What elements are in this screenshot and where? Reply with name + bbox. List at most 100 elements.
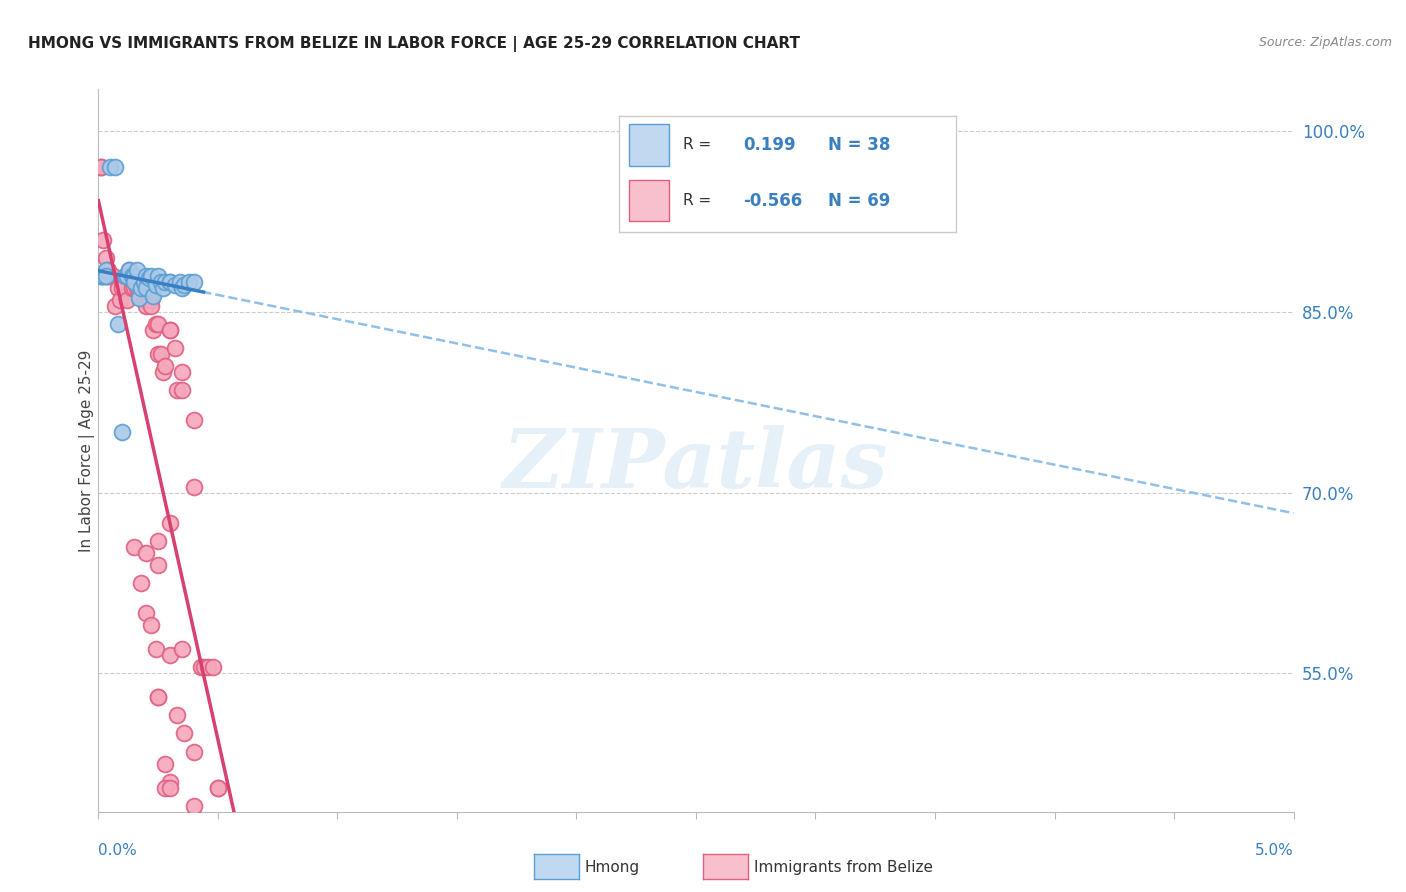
- Text: 0.199: 0.199: [744, 136, 796, 154]
- Point: [104, 161, 127, 175]
- Point: [91, 268, 114, 283]
- Point: [135, 281, 157, 295]
- Point: [183, 798, 205, 813]
- Point: [142, 289, 165, 303]
- Text: -0.566: -0.566: [744, 192, 803, 210]
- Point: [166, 708, 188, 723]
- Point: [115, 268, 138, 283]
- Point: [183, 413, 205, 427]
- Point: [148, 690, 170, 705]
- Text: R =: R =: [683, 193, 711, 208]
- Point: [148, 317, 170, 331]
- Point: [173, 278, 195, 293]
- Point: [94, 251, 117, 265]
- Point: [183, 744, 205, 758]
- Point: [124, 275, 146, 289]
- Text: N = 38: N = 38: [828, 136, 890, 154]
- Point: [121, 281, 143, 295]
- Point: [132, 275, 155, 289]
- Point: [159, 774, 181, 789]
- Point: [207, 780, 229, 795]
- Point: [121, 268, 143, 283]
- Point: [107, 317, 129, 331]
- Point: [135, 299, 157, 313]
- Point: [118, 262, 141, 277]
- Point: [101, 268, 124, 283]
- Point: [145, 642, 167, 657]
- Point: [163, 341, 186, 355]
- Point: [159, 323, 181, 337]
- Point: [159, 780, 181, 795]
- Text: 0.0%: 0.0%: [98, 843, 138, 858]
- Point: [173, 726, 195, 740]
- Point: [202, 660, 225, 674]
- Point: [131, 281, 153, 295]
- Point: [131, 281, 153, 295]
- Point: [155, 756, 177, 771]
- Point: [97, 268, 120, 283]
- Point: [128, 286, 150, 301]
- Point: [172, 365, 194, 379]
- Point: [148, 558, 170, 572]
- Point: [138, 271, 160, 285]
- Point: [148, 690, 170, 705]
- Point: [152, 281, 174, 295]
- Point: [139, 299, 162, 313]
- Text: Source: ZipAtlas.com: Source: ZipAtlas.com: [1258, 36, 1392, 49]
- Point: [124, 281, 146, 295]
- Point: [166, 383, 188, 397]
- Point: [114, 268, 136, 283]
- Point: [148, 268, 170, 283]
- Point: [111, 281, 134, 295]
- Point: [97, 262, 120, 277]
- Point: [159, 275, 181, 289]
- Point: [159, 516, 181, 530]
- Point: [145, 317, 167, 331]
- Y-axis label: In Labor Force | Age 25-29: In Labor Force | Age 25-29: [79, 350, 96, 551]
- Point: [139, 618, 162, 632]
- Point: [142, 323, 165, 337]
- Point: [125, 281, 148, 295]
- Point: [124, 268, 146, 283]
- Text: N = 69: N = 69: [828, 192, 890, 210]
- Point: [98, 161, 122, 175]
- Point: [135, 546, 157, 560]
- Text: HMONG VS IMMIGRANTS FROM BELIZE IN LABOR FORCE | AGE 25-29 CORRELATION CHART: HMONG VS IMMIGRANTS FROM BELIZE IN LABOR…: [28, 36, 800, 52]
- Point: [124, 540, 146, 554]
- Point: [149, 275, 172, 289]
- Point: [183, 275, 205, 289]
- Point: [90, 268, 112, 283]
- Point: [148, 533, 170, 548]
- Point: [91, 233, 114, 247]
- Text: Immigrants from Belize: Immigrants from Belize: [754, 860, 932, 874]
- Point: [197, 660, 219, 674]
- Point: [125, 262, 148, 277]
- Point: [94, 262, 117, 277]
- Point: [111, 275, 134, 289]
- Point: [104, 299, 127, 313]
- Point: [91, 268, 114, 283]
- Point: [90, 161, 112, 175]
- Point: [131, 576, 153, 591]
- Point: [149, 347, 172, 361]
- Text: R =: R =: [683, 137, 711, 153]
- Point: [183, 480, 205, 494]
- Point: [193, 660, 215, 674]
- Point: [207, 780, 229, 795]
- Point: [132, 293, 155, 307]
- Point: [98, 268, 122, 283]
- Point: [155, 780, 177, 795]
- Text: 5.0%: 5.0%: [1254, 843, 1294, 858]
- Point: [152, 365, 174, 379]
- Point: [155, 359, 177, 373]
- Point: [169, 275, 191, 289]
- Point: [94, 268, 117, 283]
- Point: [148, 347, 170, 361]
- Point: [138, 293, 160, 307]
- Point: [163, 278, 186, 293]
- Point: [118, 262, 141, 277]
- Point: [139, 268, 162, 283]
- Point: [159, 648, 181, 663]
- Bar: [628, 124, 669, 166]
- Point: [190, 660, 212, 674]
